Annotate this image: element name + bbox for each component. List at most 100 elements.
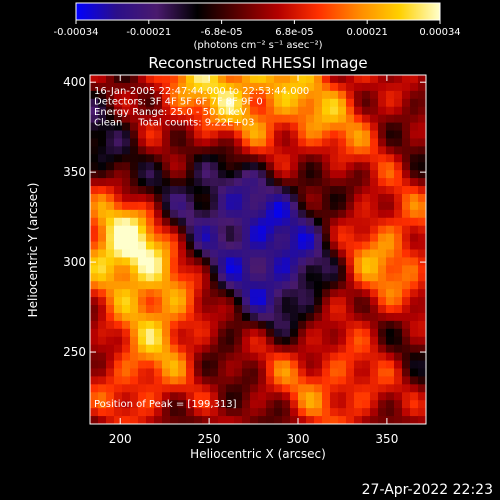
heatmap-cell <box>266 122 275 132</box>
heatmap-cell <box>210 114 219 124</box>
heatmap-cell <box>370 416 379 424</box>
heatmap-cell <box>266 146 275 155</box>
heatmap-cell <box>90 209 99 219</box>
heatmap-cell <box>114 408 123 417</box>
heatmap-cell <box>114 146 123 155</box>
heatmap-cell <box>106 336 115 346</box>
heatmap-cell <box>202 138 211 147</box>
heatmap-cell <box>154 75 163 84</box>
heatmap-cell <box>354 305 363 314</box>
heatmap-cell <box>386 416 395 424</box>
heatmap-cell <box>122 201 131 211</box>
heatmap-cell <box>418 416 426 424</box>
heatmap-cell <box>146 146 155 155</box>
heatmap-cell <box>266 297 275 306</box>
heatmap-cell <box>418 193 426 203</box>
heatmap-cell <box>274 249 283 259</box>
heatmap-cell <box>194 209 203 219</box>
heatmap-cell <box>186 114 195 124</box>
heatmap-cell <box>362 225 371 235</box>
heatmap-cell <box>186 233 195 243</box>
heatmap-cell <box>354 241 363 251</box>
heatmap-cell <box>226 360 235 370</box>
heatmap-cell <box>186 82 195 92</box>
heatmap-cell <box>138 392 147 401</box>
heatmap-cell <box>330 193 339 203</box>
heatmap-cell <box>202 170 211 179</box>
heatmap-cell <box>338 209 347 219</box>
x-axis-ticks: 200 250 300 350 <box>109 75 398 446</box>
heatmap-cell <box>282 352 291 362</box>
heatmap-cell <box>370 122 379 132</box>
heatmap-cell <box>322 75 331 84</box>
heatmap-cell <box>98 130 107 140</box>
heatmap-cell <box>290 75 299 84</box>
heatmap-cell <box>194 90 203 100</box>
heatmap-cell <box>210 408 219 417</box>
heatmap-cell <box>386 344 395 354</box>
heatmap-cell <box>226 225 235 235</box>
heatmap-cell <box>130 416 139 424</box>
heatmap-cell <box>258 289 267 298</box>
heatmap-cell <box>218 376 227 385</box>
heatmap-cell <box>338 336 347 346</box>
heatmap-cell <box>378 170 387 179</box>
heatmap-cell <box>218 241 227 251</box>
heatmap-cell <box>114 320 123 330</box>
heatmap-cell <box>394 408 403 417</box>
heatmap-cell <box>362 186 371 195</box>
heatmap-cell <box>298 82 307 92</box>
heatmap-cell <box>130 146 139 155</box>
heatmap-cell <box>218 360 227 370</box>
heatmap-cell <box>362 344 371 354</box>
heatmap-cell <box>298 344 307 354</box>
heatmap-cell <box>218 154 227 163</box>
heatmap-cell <box>354 273 363 282</box>
heatmap-cell <box>90 130 99 140</box>
heatmap-cell <box>130 408 139 417</box>
heatmap-cell <box>394 305 403 314</box>
heatmap-cell <box>394 98 403 108</box>
heatmap-cell <box>122 344 131 354</box>
heatmap-cell <box>306 336 315 346</box>
heatmap-cell <box>402 376 411 385</box>
heatmap-cell <box>274 352 283 362</box>
heatmap-cell <box>338 305 347 314</box>
heatmap-cell <box>362 193 371 203</box>
heatmap-cell <box>178 186 187 195</box>
heatmap-cell <box>330 305 339 314</box>
heatmap-cell <box>130 130 139 140</box>
heatmap-cell <box>338 233 347 243</box>
heatmap-cell <box>194 400 203 409</box>
heatmap-cell <box>242 344 251 354</box>
heatmap-cell <box>170 281 179 290</box>
heatmap-cell <box>370 193 379 203</box>
heatmap-cell <box>314 162 323 171</box>
heatmap-cell <box>258 193 267 203</box>
heatmap-cell <box>258 130 267 140</box>
heatmap-cell <box>130 392 139 401</box>
heatmap-cell <box>98 320 107 330</box>
heatmap-cell <box>306 408 315 417</box>
heatmap-cell <box>378 416 387 424</box>
heatmap-cell <box>90 336 99 346</box>
heatmap-cell <box>402 130 411 140</box>
heatmap-cell <box>146 384 155 393</box>
heatmap-cell <box>162 154 171 163</box>
heatmap-cell <box>194 249 203 259</box>
heatmap-cell <box>378 186 387 195</box>
heatmap-cell <box>162 320 171 330</box>
heatmap-cell <box>210 82 219 92</box>
heatmap-cell <box>178 98 187 108</box>
heatmap-cell <box>226 297 235 306</box>
heatmap-cell <box>370 170 379 179</box>
heatmap-cell <box>178 154 187 163</box>
heatmap-cell <box>122 75 131 84</box>
heatmap-cell <box>354 201 363 211</box>
heatmap-cell <box>250 392 259 401</box>
heatmap-cell <box>234 75 243 84</box>
heatmap-cell <box>306 368 315 378</box>
heatmap-cell <box>194 273 203 282</box>
heatmap-cell <box>306 106 315 116</box>
heatmap-cell <box>170 193 179 203</box>
